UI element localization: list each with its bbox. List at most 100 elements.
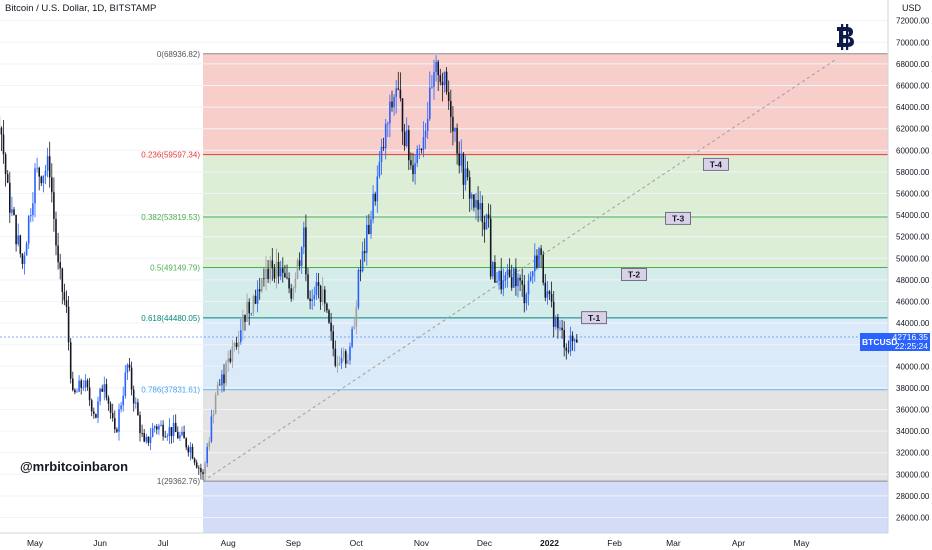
price-axis[interactable]: 26000.00 28000.00 30000.00 32000.00 34000.00… [887, 0, 930, 533]
candle-body [103, 384, 106, 392]
bitcoin-icon [835, 24, 855, 55]
price-tick-label: 64000.00 [896, 103, 930, 112]
candle-body [111, 412, 114, 419]
candle-body [172, 422, 175, 437]
target-labels: T-1 T-2 T-3 T-4 [581, 157, 729, 325]
candle-body [36, 167, 38, 169]
fib-label-0.382: 0.382(53819.53) [141, 213, 200, 222]
candle-body [340, 358, 343, 363]
candle-body [573, 339, 576, 342]
candle-body [265, 268, 267, 280]
candle-body [401, 98, 404, 132]
price-tick-label: 32000.00 [896, 449, 930, 458]
time-tick-label: Aug [221, 538, 236, 548]
candle-body [235, 342, 238, 348]
candle-body [441, 81, 444, 86]
candle-body [48, 156, 51, 178]
candle-body [198, 467, 200, 469]
candle-body [120, 405, 122, 410]
price-tick-label: 60000.00 [896, 146, 930, 155]
candle-body [447, 92, 450, 101]
candle-body [38, 167, 40, 177]
candle-body [67, 306, 70, 343]
candle-body [183, 431, 185, 439]
candle-body [279, 268, 282, 277]
candle-body [502, 280, 505, 290]
candle-body [389, 101, 391, 124]
candle-body [2, 134, 5, 155]
candle-body [420, 148, 423, 151]
candle-body [563, 330, 565, 348]
candle-body [80, 380, 82, 388]
candle-body [555, 317, 557, 327]
candle-body [174, 422, 177, 432]
candle-body [69, 342, 72, 379]
candle-body [204, 463, 206, 474]
candle-body [489, 218, 492, 277]
candle-body [231, 346, 234, 362]
candle-body [187, 447, 190, 453]
candle-body [95, 413, 97, 418]
fib-zone-0 [203, 53, 888, 155]
time-tick-label: Oct [350, 538, 364, 548]
candle-body [479, 203, 481, 210]
candle-body [200, 468, 202, 473]
candle-body [44, 170, 47, 176]
price-tick-label: 30000.00 [896, 470, 930, 479]
time-axis[interactable]: AprMayJunJulAugSepOctNovDec2022FebMarApr… [0, 532, 888, 548]
candle-body [99, 388, 101, 402]
candle-body [15, 215, 17, 245]
candle-body [477, 200, 479, 210]
price-tick-label: 40000.00 [896, 362, 930, 371]
candle-body [74, 389, 76, 393]
candle-body [78, 380, 80, 392]
target-label-T-1: T-1 [588, 313, 601, 323]
candle-body [439, 75, 442, 82]
candle-body [156, 426, 158, 430]
candle-body [494, 262, 496, 283]
candle-body [210, 416, 213, 442]
candle-body [288, 278, 290, 289]
candle-body [523, 284, 526, 304]
candle-body [475, 200, 477, 208]
candle-body [487, 214, 490, 219]
candle-body [437, 61, 439, 76]
author-handle: @mrbitcoinbaron [20, 459, 129, 474]
candle-body [458, 153, 460, 166]
target-box-T-3 [665, 211, 691, 225]
diagonal-trend-line [202, 58, 838, 482]
candle-body [93, 411, 95, 414]
candle-body [124, 372, 127, 396]
candle-body [435, 61, 437, 73]
candle-body [19, 235, 22, 254]
candle-body [519, 277, 521, 281]
candle-body [351, 328, 353, 347]
candle-body [462, 153, 465, 185]
candle-body [336, 364, 339, 366]
currency-unit[interactable]: USD [902, 3, 922, 13]
candle-body [9, 182, 11, 213]
candle-body [90, 400, 93, 412]
candle-body [30, 215, 32, 217]
candle-body [214, 395, 217, 415]
candle-body [284, 272, 286, 278]
candles [0, 55, 578, 481]
fib-label-0.5: 0.5(49149.79) [150, 263, 200, 272]
candle-body [538, 248, 540, 268]
candle-body [521, 280, 523, 285]
candle-body [515, 268, 517, 287]
candle-body [498, 270, 500, 281]
candle-body [118, 409, 120, 432]
candle-body [258, 289, 261, 292]
candle-body [282, 268, 284, 273]
target-box-T-1 [581, 311, 607, 325]
candle-body [395, 88, 397, 97]
candle-body [290, 288, 292, 299]
candle-body [221, 374, 223, 386]
candle-body [313, 295, 316, 300]
chart-title: Bitcoin / U.S. Dollar, 1D, BITSTAMP [5, 3, 157, 14]
time-tick-label: Mar [666, 538, 681, 548]
candle-body [506, 269, 509, 276]
candle-body [263, 278, 265, 280]
candle-body [300, 247, 303, 267]
